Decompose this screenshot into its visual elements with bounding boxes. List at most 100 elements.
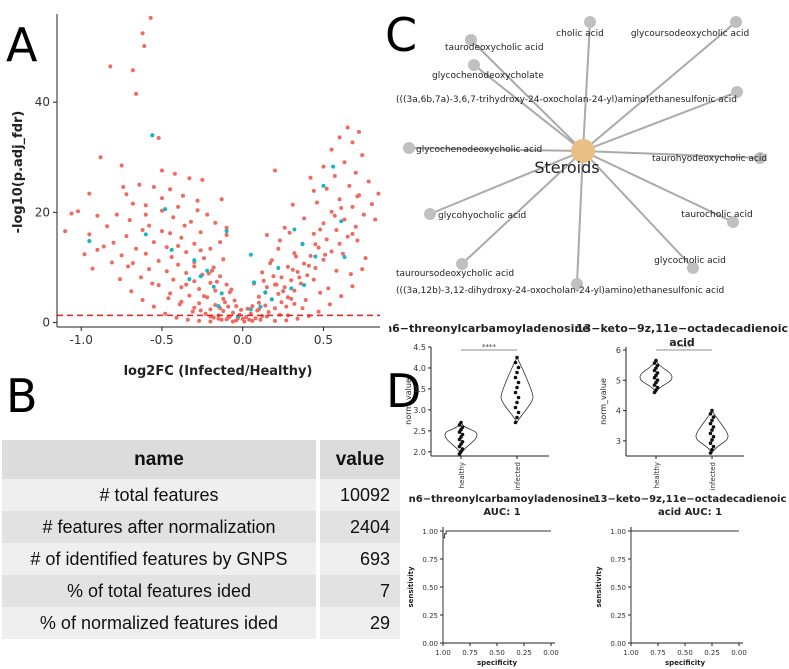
table-cell-name: # total features [2,479,318,511]
data-point [345,125,350,130]
table-row: # of identified features by GNPS 693 [2,543,400,575]
table-row: % of normalized features ided 29 [2,607,400,639]
network-node [424,208,436,220]
data-point [176,244,181,248]
table-cell-value: 29 [316,607,400,639]
network-edge [473,64,584,152]
network-node [456,258,468,270]
data-point [353,170,358,175]
data-point [223,300,227,305]
violin-y-tick-label: 2.5 [413,427,426,436]
data-point [366,179,371,184]
data-point [142,44,147,48]
violin-y-axis-label: norm_value [599,378,608,425]
data-point [284,318,289,323]
data-point [256,294,261,299]
data-point [208,307,213,312]
data-point [369,202,374,207]
data-point [150,281,155,286]
network-edge [408,147,584,152]
data-point [203,311,208,316]
network-nodes [403,16,766,290]
data-point [313,266,318,270]
data-point [108,64,113,69]
data-point [234,318,239,323]
network-edge [470,39,584,152]
data-point [213,303,218,307]
data-point-highlight [252,280,256,285]
data-point [295,269,300,274]
data-point-highlight [276,266,281,270]
roc-y-tick-label: 0.25 [610,612,626,620]
data-point [205,212,210,217]
violin-dot [515,370,519,375]
data-point [105,224,110,229]
data-point [321,257,326,262]
violin-dot [708,451,713,455]
network-node [687,262,699,274]
network-node [403,142,415,154]
table-header-value: value [316,440,400,479]
data-point [324,237,329,242]
data-point [224,233,229,237]
data-point [289,278,294,283]
data-point-highlight [300,242,305,247]
data-point [373,217,378,222]
data-point [151,240,156,245]
violin-dot [711,415,716,419]
data-point-highlight [219,291,224,296]
volcano-x-axis-label: log2FC (Infected/Healthy) [124,364,313,379]
data-point [321,164,326,169]
violin-dot [515,385,519,390]
data-point [302,261,307,266]
data-point [169,255,174,259]
data-point [260,270,265,275]
data-point [261,278,266,283]
network-hub-node [571,139,595,163]
data-point [247,317,252,322]
volcano-y-axis-label: -log10(p.adj_fdr) [11,111,26,234]
violin-dot [515,415,519,420]
data-point [363,256,368,261]
data-point [168,231,173,236]
table-cell-name: # of identified features by GNPS [2,543,318,575]
data-point-highlight [205,268,210,273]
violin-y-tick-label: 5 [616,376,621,385]
roc-x-tick-label: 0.00 [731,649,747,657]
data-point [339,206,344,210]
roc-x-axis-label: specificity [665,659,706,667]
data-point [234,304,239,309]
data-point [297,275,302,280]
data-point [174,315,179,320]
table-cell-name: % of total features ided [2,575,318,607]
violin-dot [459,420,463,425]
network-edge [582,91,738,152]
network-hub-label: Steroids [534,158,599,177]
data-point [160,208,164,213]
data-point [285,295,290,300]
network-edge [576,150,584,285]
roc-title: 13−keto−9z,11e−octadecadienoic [594,494,787,505]
data-point [192,279,197,284]
data-point [276,291,281,296]
data-point [361,212,366,217]
data-point [240,316,245,321]
data-point-highlight [87,239,92,243]
y-tick-label: 40 [35,95,50,109]
network-labels: cholic acid glycoursodeoxycholic acid taur… [396,29,767,296]
network-node [465,34,477,46]
data-point-highlight [192,258,197,263]
violin-y-axis-label: norm_value [404,378,413,425]
data-point [184,250,189,255]
data-point [198,248,203,253]
data-point [95,213,100,218]
roc-x-tick-label: 0.25 [704,649,720,657]
data-point [163,311,168,316]
data-point [350,204,355,209]
violin-y-tick-label: 4.5 [413,343,426,352]
data-point [147,267,152,272]
data-point [360,267,365,272]
data-point [306,263,311,268]
violin-x-tick-label: healthy [653,462,661,488]
violin-dot [710,408,714,413]
